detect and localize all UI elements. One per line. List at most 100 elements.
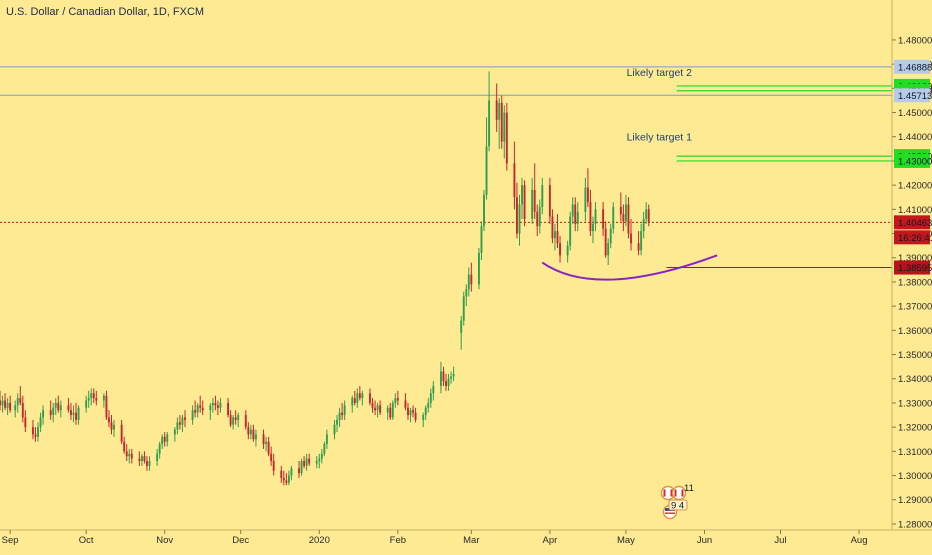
ytick-label: 1.33000 <box>898 398 932 409</box>
candle <box>358 386 361 401</box>
candle-body <box>609 228 612 244</box>
candle <box>42 405 45 425</box>
candle-body <box>140 456 143 462</box>
candle <box>432 381 435 401</box>
event-badges[interactable]: 11 9 4 <box>660 483 694 520</box>
candle-body <box>495 100 498 120</box>
candle <box>516 182 518 239</box>
candle <box>523 180 526 227</box>
candle <box>34 427 37 442</box>
candle-body <box>386 407 389 413</box>
candle <box>234 410 237 425</box>
candle-body <box>429 393 432 403</box>
candle-body <box>108 417 110 423</box>
candle <box>209 402 212 420</box>
candle <box>14 400 17 418</box>
candle-body <box>427 402 430 408</box>
candle-body <box>498 102 501 120</box>
candle-body <box>214 402 217 406</box>
candle-body <box>624 204 627 222</box>
candle <box>214 395 217 411</box>
candle <box>627 197 630 239</box>
candle-body <box>254 434 257 440</box>
candle <box>216 400 219 416</box>
candle <box>262 429 265 449</box>
candle-body <box>642 219 645 232</box>
candle-body <box>630 233 632 244</box>
xtick-label: Feb <box>390 535 406 546</box>
event-badge-top-count: 11 <box>684 483 694 494</box>
candle <box>191 405 194 425</box>
candle <box>531 177 534 224</box>
candle-body <box>270 453 273 462</box>
candle <box>6 398 9 416</box>
candle <box>571 197 574 224</box>
candle <box>407 402 409 420</box>
candle-body <box>156 453 159 462</box>
ca-flag-left-icon <box>663 489 666 497</box>
candle-body <box>320 453 323 459</box>
candle <box>630 219 632 251</box>
candle <box>498 98 501 149</box>
candle <box>465 284 468 307</box>
candle-body <box>282 477 285 481</box>
candle-body <box>211 402 214 406</box>
candle-body <box>356 393 359 403</box>
candle-body <box>442 371 445 382</box>
candle <box>607 238 610 265</box>
candle-body <box>252 429 255 440</box>
price-tag-support-box <box>894 260 930 275</box>
candle <box>72 405 75 423</box>
xtick-label: May <box>617 535 635 546</box>
candle <box>341 402 344 420</box>
candle-body <box>341 412 344 416</box>
candle <box>0 390 1 411</box>
candle <box>158 441 161 459</box>
candle <box>404 393 407 411</box>
candle <box>178 415 181 430</box>
price-tag-1-45713-box <box>894 88 930 103</box>
candle-body <box>318 458 321 462</box>
ytick-label: 1.45000 <box>898 108 932 119</box>
candle-body <box>554 231 556 239</box>
candle-body <box>409 410 412 416</box>
candle-body <box>57 402 60 411</box>
candle-body <box>389 407 392 418</box>
candle-body <box>467 274 470 290</box>
candle <box>647 204 650 227</box>
candle-body <box>262 434 265 445</box>
xtick-label: Jul <box>774 535 786 546</box>
candle <box>500 95 503 149</box>
candle-body <box>518 204 521 234</box>
candle-body <box>199 405 202 408</box>
candle-body <box>21 402 24 418</box>
candle <box>566 240 569 263</box>
candle-body <box>569 216 572 246</box>
candle-body <box>54 402 57 408</box>
candle <box>90 388 93 406</box>
candle-body <box>516 197 518 234</box>
candle-body <box>249 429 252 435</box>
candle <box>24 410 27 432</box>
candle-body <box>548 185 551 217</box>
candle-body <box>34 434 37 437</box>
candle-body <box>6 402 9 408</box>
candle <box>75 402 77 425</box>
candle-body <box>227 402 230 416</box>
candle <box>57 395 60 413</box>
candle <box>143 451 146 464</box>
price-tag-current-box <box>894 215 930 230</box>
candle <box>287 470 290 486</box>
candle-body <box>566 245 569 256</box>
time-axis[interactable]: Sep Oct Nov Dec 2020 Feb Mar Apr May Jun Jul Aug <box>2 530 868 546</box>
candle <box>325 429 328 449</box>
candle <box>1 395 4 413</box>
candle-body <box>488 100 491 147</box>
ytick-label: 1.41000 <box>898 205 932 216</box>
candle-body <box>422 415 425 420</box>
candle-body <box>333 424 336 435</box>
price-axis[interactable]: 1.480001.470001.460001.450001.440001.430… <box>892 35 932 530</box>
candle <box>140 453 143 466</box>
